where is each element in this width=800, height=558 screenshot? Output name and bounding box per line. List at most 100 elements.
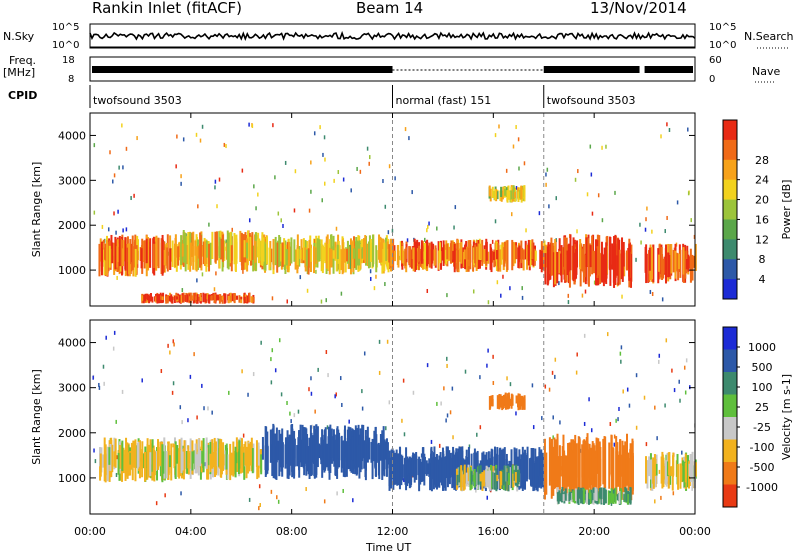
scatter-cell <box>552 435 554 440</box>
range-cell <box>170 249 173 262</box>
scatter-cell <box>93 210 96 215</box>
range-cell <box>422 460 425 482</box>
scatter-cell <box>115 472 118 477</box>
range-cell <box>598 235 601 276</box>
y-tick-label: 1000 <box>58 264 86 277</box>
range-cell <box>341 239 344 275</box>
scatter-cell <box>500 293 502 298</box>
range-cell <box>294 249 297 270</box>
range-cell <box>296 248 299 266</box>
scatter-cell <box>509 382 512 387</box>
range-cell <box>356 446 359 468</box>
range-cell <box>517 191 520 202</box>
scatter-cell <box>308 387 310 392</box>
range-cell <box>478 243 481 260</box>
range-cell <box>475 246 478 268</box>
scatter-cell <box>361 389 363 394</box>
nsky-tick-top: 10^5 <box>52 22 79 33</box>
scatter-cell <box>428 221 430 226</box>
range-cell <box>598 442 601 499</box>
range-cell <box>596 246 599 278</box>
colorbar-segment <box>723 372 737 395</box>
scatter-cell <box>274 175 276 180</box>
cpid-modes: twofsound 3503 normal (fast) 151 twofsound… <box>89 85 636 108</box>
scatter-cell <box>336 491 338 496</box>
range-cell <box>142 294 145 304</box>
range-cell <box>524 452 527 477</box>
nsearch-tick-bottom: 10^0 <box>709 40 736 51</box>
scatter-cell <box>259 503 261 508</box>
range-cell <box>439 452 442 483</box>
range-cell <box>446 446 449 488</box>
range-cell <box>529 458 532 480</box>
scatter-cell <box>664 229 666 234</box>
range-cell <box>185 292 188 302</box>
x-tick-label: 16:00 <box>477 525 509 538</box>
range-cell <box>106 240 109 276</box>
scatter-cell <box>438 443 441 448</box>
range-cell <box>603 247 606 283</box>
nsearch-label: N.Search <box>744 30 794 43</box>
scatter-cell <box>337 170 340 175</box>
range-cell <box>469 466 472 491</box>
range-cell <box>346 248 349 262</box>
range-cell <box>458 466 461 483</box>
range-cell <box>244 441 247 466</box>
range-cell <box>286 436 289 474</box>
range-cell <box>255 440 258 467</box>
range-cell <box>501 191 504 200</box>
range-cell <box>629 449 632 487</box>
range-cell <box>199 232 202 268</box>
scatter-cell <box>213 287 216 292</box>
scatter-cell <box>258 506 260 511</box>
scatter-cell <box>548 387 551 392</box>
range-cell <box>293 438 296 467</box>
range-cell <box>480 243 483 260</box>
colorbar-title: Power [dB] <box>780 180 793 240</box>
scatter-cell <box>589 144 592 149</box>
range-cell <box>144 451 147 482</box>
range-cell <box>170 443 173 481</box>
scatter-cell <box>567 293 570 298</box>
range-cell <box>393 463 396 484</box>
range-cell <box>151 439 154 472</box>
scatter-cell <box>426 228 428 233</box>
range-cell <box>120 236 123 276</box>
range-cell <box>531 239 534 260</box>
range-cell <box>569 443 572 493</box>
range-cell <box>146 438 149 477</box>
range-cell <box>364 429 367 481</box>
range-cell <box>278 429 281 477</box>
scatter-cell <box>195 132 198 137</box>
range-cell <box>395 449 398 481</box>
range-cell <box>668 255 671 277</box>
range-cell <box>556 437 559 481</box>
scatter-cell <box>591 211 594 216</box>
range-cell <box>589 451 592 493</box>
range-cell <box>662 258 665 279</box>
scatter-cell <box>274 368 277 373</box>
range-cell <box>570 450 573 483</box>
scatter-cell <box>306 288 309 293</box>
range-cell <box>308 437 311 480</box>
colorbar-segment <box>723 159 737 181</box>
range-cell <box>522 250 525 260</box>
range-cell <box>550 438 553 487</box>
range-cell <box>502 448 505 483</box>
scatter-cell <box>280 218 282 223</box>
range-cell <box>548 437 551 486</box>
colorbar-frame <box>722 326 738 508</box>
range-cell <box>144 293 147 302</box>
range-cell <box>173 444 176 467</box>
scatter-cell <box>203 406 205 411</box>
range-cell <box>554 239 557 285</box>
scatter-cell <box>323 135 326 140</box>
colorbar-segment <box>723 462 737 485</box>
nsky-tick-bottom: 10^0 <box>52 40 79 51</box>
range-cell <box>469 240 472 270</box>
range-cell <box>685 259 688 270</box>
range-cell <box>250 296 253 303</box>
range-cell <box>252 296 255 303</box>
scatter-cell <box>225 144 227 149</box>
scatter-cell <box>681 450 683 455</box>
